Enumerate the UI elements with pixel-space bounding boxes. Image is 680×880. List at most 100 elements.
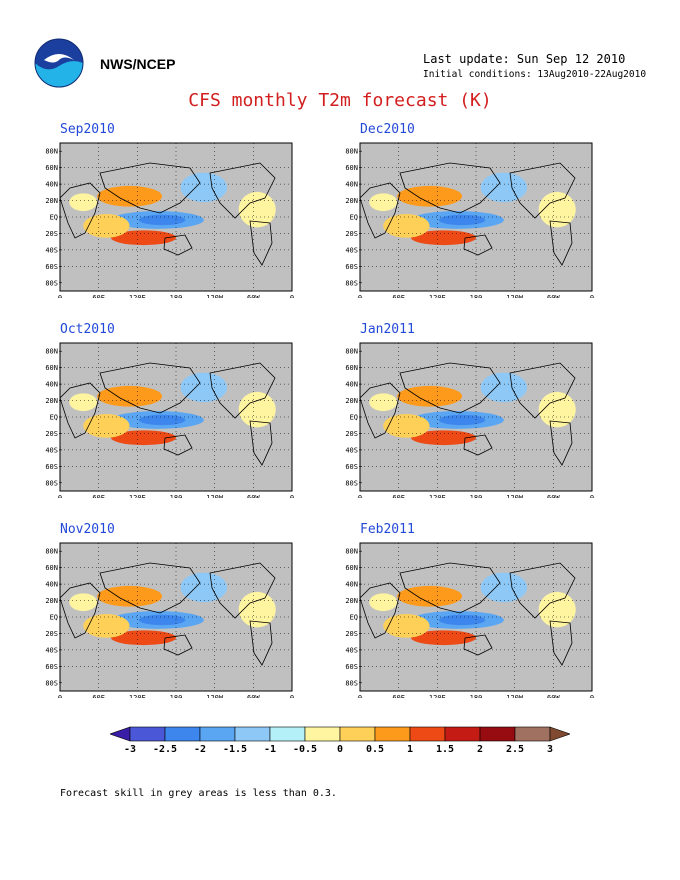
anomaly-patch [111,430,176,446]
anomaly-patch [383,214,430,238]
anomaly-patch [538,591,576,628]
forecast-map-5: 80N 60N 40N 20N EQ 20S 40S 60S 80S 0 60E 120E 180 120… [45,542,294,698]
lon-label: 0 [358,294,362,298]
lat-label: 80N [345,348,358,356]
colorbar-segment [129,726,166,742]
colorbar-label: 3 [547,744,553,755]
coastline [99,562,201,614]
colorbar-segment [374,726,411,742]
forecast-map-6: 80N 60N 40N 20N EQ 20S 40S 60S 80S 0 60E 120E 180 120… [345,542,594,698]
coastline [463,234,493,256]
lon-label: 0 [358,694,362,698]
lon-label: 60E [92,294,105,298]
colorbar-label: -1 [264,744,276,755]
lon-label: 60E [92,694,105,698]
lon-label: 0 [590,294,594,298]
lat-label: 20S [345,430,358,438]
lon-label: 60E [92,494,105,498]
colorbar-label: 0 [337,744,343,755]
lat-label: 40N [345,381,358,389]
lon-label: 0 [590,494,594,498]
lon-label: 0 [290,694,294,698]
anomaly-patch [138,414,186,426]
coastline [209,362,276,419]
lon-label: 60E [392,494,405,498]
anomaly-patch [369,593,398,612]
anomaly-patch [383,414,430,438]
lat-label: 60N [45,364,58,372]
anomaly-patch [538,191,576,228]
lon-label: 120E [429,694,446,698]
lon-label: 120W [206,294,224,298]
anomaly-patch [111,230,176,246]
lat-label: 80N [345,548,358,556]
lat-label: 20N [345,397,358,405]
color-scale-bar: -3 -2.5 -2 -1.5 -1 -0.5 0 0.5 1 1.5 2 2.5 3 [110,726,570,755]
anomaly-patch [83,414,130,438]
forecast-map-1: 80N 60N 40N 20N EQ 20S 40S 60S 80S 0 60E 120E 180 120… [45,142,294,298]
last-update-text: Last update: Sun Sep 12 2010 [423,52,626,66]
anomaly-patch [138,614,186,626]
lon-label: 60W [547,694,560,698]
lat-label: 60N [45,164,58,172]
lat-label: 80S [345,279,358,287]
coastline [399,562,501,614]
lat-label: 60S [45,263,58,271]
anomaly-patch [397,385,463,407]
lon-label: 180 [470,494,483,498]
colorbar-label: -0.5 [293,744,317,755]
coastline [360,382,401,439]
lat-label: 60S [345,663,358,671]
anomaly-patch [97,185,163,207]
coastline [509,562,576,619]
colorbar-label: -1.5 [223,744,247,755]
initial-conditions-text: Initial conditions: 13Aug2010-22Aug2010 [423,69,647,80]
lat-label: 80S [45,279,58,287]
colorbar-segment [304,726,341,742]
colorbar-segment [199,726,236,742]
lat-label: 80S [345,479,358,487]
lat-label: 40N [345,581,358,589]
lat-label: 40S [45,646,58,654]
anomaly-patch [480,372,528,403]
forecast-map-2: 80N 60N 40N 20N EQ 20S 40S 60S 80S 0 60E 120E 180 120… [345,142,594,298]
lon-label: 180 [470,294,483,298]
lat-label: 20S [45,430,58,438]
lon-label: 120E [129,494,146,498]
lon-label: 120E [429,494,446,498]
lon-label: 60W [247,294,260,298]
coastline [360,582,401,639]
anomaly-patch [83,614,130,638]
coastline [163,234,193,256]
lat-label: 20N [45,197,58,205]
colorbar-label: -3 [124,744,136,755]
lat-label: EQ [350,614,358,622]
lon-label: 60W [247,694,260,698]
lat-label: 20S [345,630,358,638]
colorbar-segment [479,726,516,742]
colorbar-segment [514,726,551,742]
panel-title-4: Jan2011 [360,322,415,337]
lon-label: 60E [392,694,405,698]
anomaly-patch [411,430,476,446]
page-title: CFS monthly T2m forecast (K) [188,90,492,111]
lon-label: 0 [358,494,362,498]
lat-label: 20N [45,397,58,405]
lon-label: 60W [547,494,560,498]
colorbar-label: 2.5 [506,744,524,755]
lon-label: 60W [547,294,560,298]
colorbar-segment [164,726,201,742]
anomaly-patch [438,614,486,626]
lat-label: 40N [345,181,358,189]
lon-label: 60E [392,294,405,298]
lat-label: 40S [345,246,358,254]
coastline [163,434,193,456]
lat-label: 80N [45,548,58,556]
lon-label: 60W [247,494,260,498]
lon-label: 180 [170,494,183,498]
colorbar-label: 0.5 [366,744,384,755]
lon-label: 0 [58,294,62,298]
lat-label: EQ [350,214,358,222]
lat-label: 20S [45,230,58,238]
colorbar-segment [234,726,271,742]
